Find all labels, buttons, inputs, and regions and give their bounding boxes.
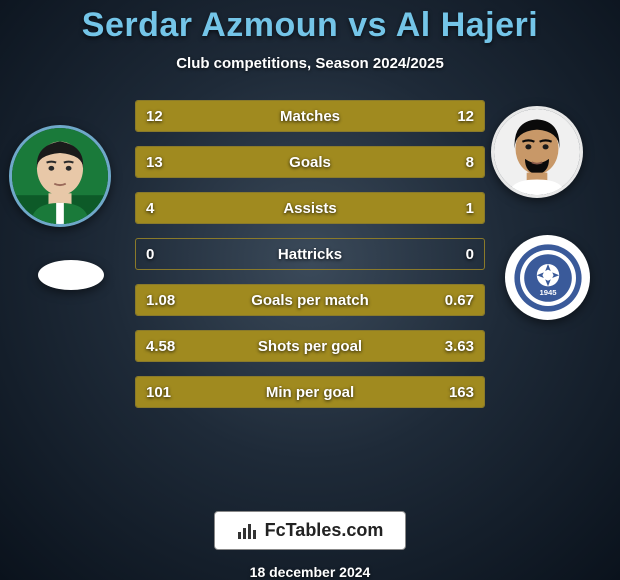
player-left-club-badge <box>38 260 104 290</box>
club-year: 1945 <box>539 287 557 296</box>
stat-label: Goals <box>196 154 424 171</box>
page-title: Serdar Azmoun vs Al Hajeri <box>82 6 538 45</box>
stat-value-left: 12 <box>136 108 196 125</box>
stat-row: 0Hattricks0 <box>135 238 485 270</box>
stat-row: 13Goals8 <box>135 146 485 178</box>
stat-value-left: 101 <box>136 384 196 401</box>
stat-row: 4.58Shots per goal3.63 <box>135 330 485 362</box>
stat-value-right: 0 <box>424 246 484 263</box>
stat-value-right: 3.63 <box>424 338 484 355</box>
brand-text: FcTables.com <box>265 520 384 541</box>
stat-label: Matches <box>196 108 424 125</box>
stat-label: Goals per match <box>196 292 424 309</box>
stat-row: 4Assists1 <box>135 192 485 224</box>
player-right-club-badge: 1945 <box>505 235 590 320</box>
player-left-avatar <box>9 125 111 227</box>
stat-label: Shots per goal <box>196 338 424 355</box>
stat-row: 101Min per goal163 <box>135 376 485 408</box>
subtitle: Club competitions, Season 2024/2025 <box>176 55 444 72</box>
stat-value-right: 8 <box>424 154 484 171</box>
stat-label: Hattricks <box>196 246 424 263</box>
stat-value-left: 4 <box>136 200 196 217</box>
stat-value-left: 1.08 <box>136 292 196 309</box>
stats-list: 12Matches12 13Goals8 4Assists1 0Hattricks0 1… <box>135 100 485 408</box>
stat-label: Min per goal <box>196 384 424 401</box>
stat-value-left: 0 <box>136 246 196 263</box>
stat-row: 12Matches12 <box>135 100 485 132</box>
stat-value-left: 4.58 <box>136 338 196 355</box>
stat-label: Assists <box>196 200 424 217</box>
stat-value-right: 1 <box>424 200 484 217</box>
stat-value-right: 12 <box>424 108 484 125</box>
stat-value-right: 163 <box>424 384 484 401</box>
stat-value-right: 0.67 <box>424 292 484 309</box>
comparison-body: 1945 12Matches12 13Goals8 4Assists1 0Hattri… <box>0 100 620 505</box>
brand-badge: FcTables.com <box>214 511 407 550</box>
stat-row: 1.08Goals per match0.67 <box>135 284 485 316</box>
player-right-avatar <box>491 106 583 198</box>
stat-value-left: 13 <box>136 154 196 171</box>
comparison-card: Serdar Azmoun vs Al Hajeri Club competit… <box>0 0 620 580</box>
date-label: 18 december 2024 <box>250 564 371 580</box>
chart-icon <box>237 522 259 540</box>
